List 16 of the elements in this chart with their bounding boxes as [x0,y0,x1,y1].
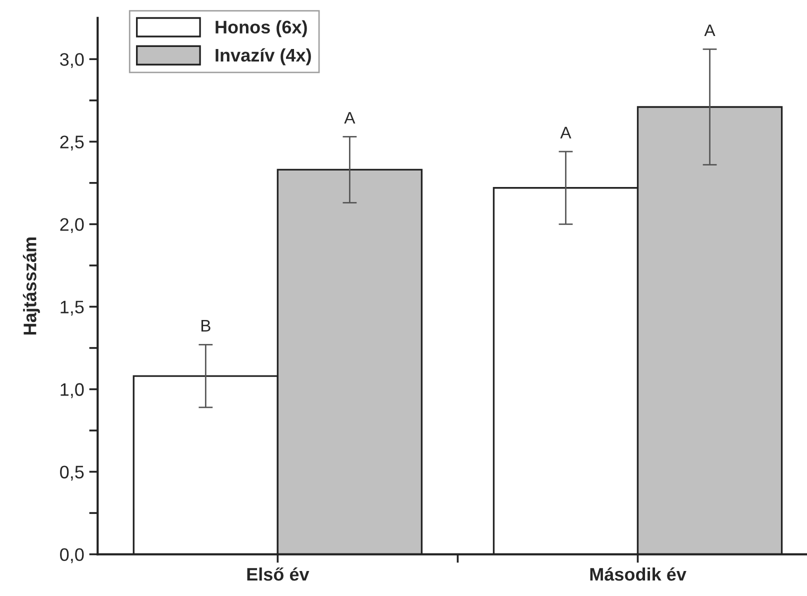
y-tick-label: 3,0 [60,53,84,68]
annotation: A [560,126,572,138]
y-tick-label: 0,5 [60,466,84,481]
y-tick-label: 2,0 [60,218,84,234]
y-tick-label: 1,0 [60,383,84,398]
x-tick-label: Második év [590,567,686,581]
y-tick-label: 0,0 [60,548,84,564]
annotation: A [344,112,356,124]
annotation: B [201,320,210,332]
x-tick-label: Első év [247,567,310,581]
legend-label: Honos (6x) [216,20,307,38]
legend-label: Invazív (4x) [216,48,311,66]
y-tick-label: 2,5 [60,136,84,151]
y-tick-label: 1,5 [60,300,84,316]
y-axis-title: Hajtásszám [22,238,40,335]
annotation: A [704,24,716,36]
